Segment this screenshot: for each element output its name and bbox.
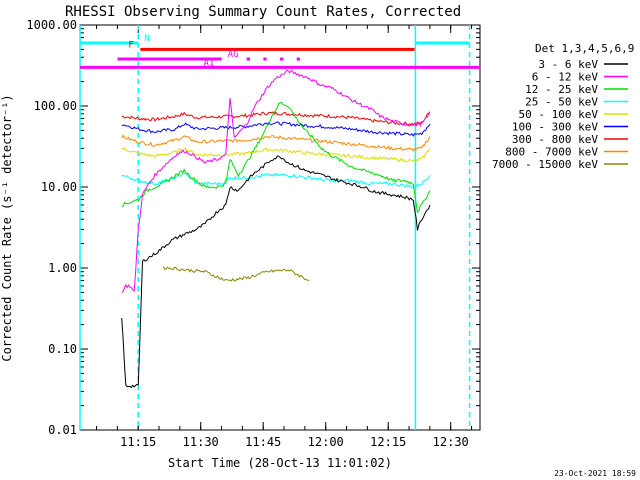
footer-date: 23-Oct-2021 18:59 <box>554 469 636 478</box>
series-line-50-100-kev <box>121 147 431 163</box>
x-tick-label: 11:15 <box>120 435 156 449</box>
flag-bars: N F AG A1 <box>80 34 480 69</box>
y-tick-label: 10.00 <box>41 180 77 194</box>
legend-entry-label: 25 - 50 keV <box>525 96 598 109</box>
legend-entry-label: 3 - 6 keV <box>538 58 598 71</box>
series-line-7000-15000-kev <box>162 266 310 282</box>
legend-entry-label: 100 - 300 keV <box>512 121 598 134</box>
y-tick-labels: 0.01 0.10 1.00 10.00 100.00 1000.00 <box>26 18 77 437</box>
series-line-800-7000-kev <box>121 134 431 152</box>
x-tick-label: 11:30 <box>183 435 219 449</box>
flag-bar-label: N <box>144 34 149 44</box>
series-line-25-50-kev <box>121 172 431 189</box>
x-axis-label: Start Time (28-Oct-13 11:01:02) <box>168 456 392 470</box>
y-tick-label: 100.00 <box>34 99 77 113</box>
flag-bar-label: F <box>128 40 133 50</box>
y-tick-label: 1000.00 <box>26 18 77 32</box>
legend-entry-label: 50 - 100 keV <box>519 108 599 121</box>
series-line-100-300-kev <box>121 121 431 137</box>
y-tick-label: 0.10 <box>48 342 77 356</box>
x-tick-label: 12:30 <box>433 435 469 449</box>
legend-entry-label: 7000 - 15000 keV <box>492 158 598 171</box>
flag-bar-label: A1 <box>204 58 215 68</box>
legend-entry-label: 300 - 800 keV <box>512 133 598 146</box>
x-tick-label: 12:00 <box>308 435 344 449</box>
legend-header: Det 1,3,4,5,6,9 <box>535 42 634 55</box>
flag-bar-label: AG <box>228 50 239 60</box>
chart-title: RHESSI Observing Summary Count Rates, Co… <box>65 4 461 20</box>
series-line-3-6-kev <box>121 155 431 389</box>
x-tick-label: 11:45 <box>245 435 281 449</box>
y-tick-label: 0.01 <box>48 423 77 437</box>
y-axis-label: Corrected Count Rate (s⁻¹ detector⁻¹) <box>0 94 14 361</box>
legend-entry-label: 6 - 12 keV <box>532 71 599 84</box>
series-line-12-25-kev <box>121 101 431 214</box>
legend-entry-label: 800 - 7000 keV <box>505 146 598 159</box>
legend-entry-label: 12 - 25 keV <box>525 83 598 96</box>
series-line-6-12-kev <box>121 69 431 293</box>
series-line-300-800-kev <box>121 111 431 126</box>
y-tick-label: 1.00 <box>48 261 77 275</box>
x-tick-labels: 11:15 11:30 11:45 12:00 12:15 12:30 <box>120 435 469 449</box>
x-tick-label: 12:15 <box>370 435 406 449</box>
series-layer <box>121 69 431 389</box>
